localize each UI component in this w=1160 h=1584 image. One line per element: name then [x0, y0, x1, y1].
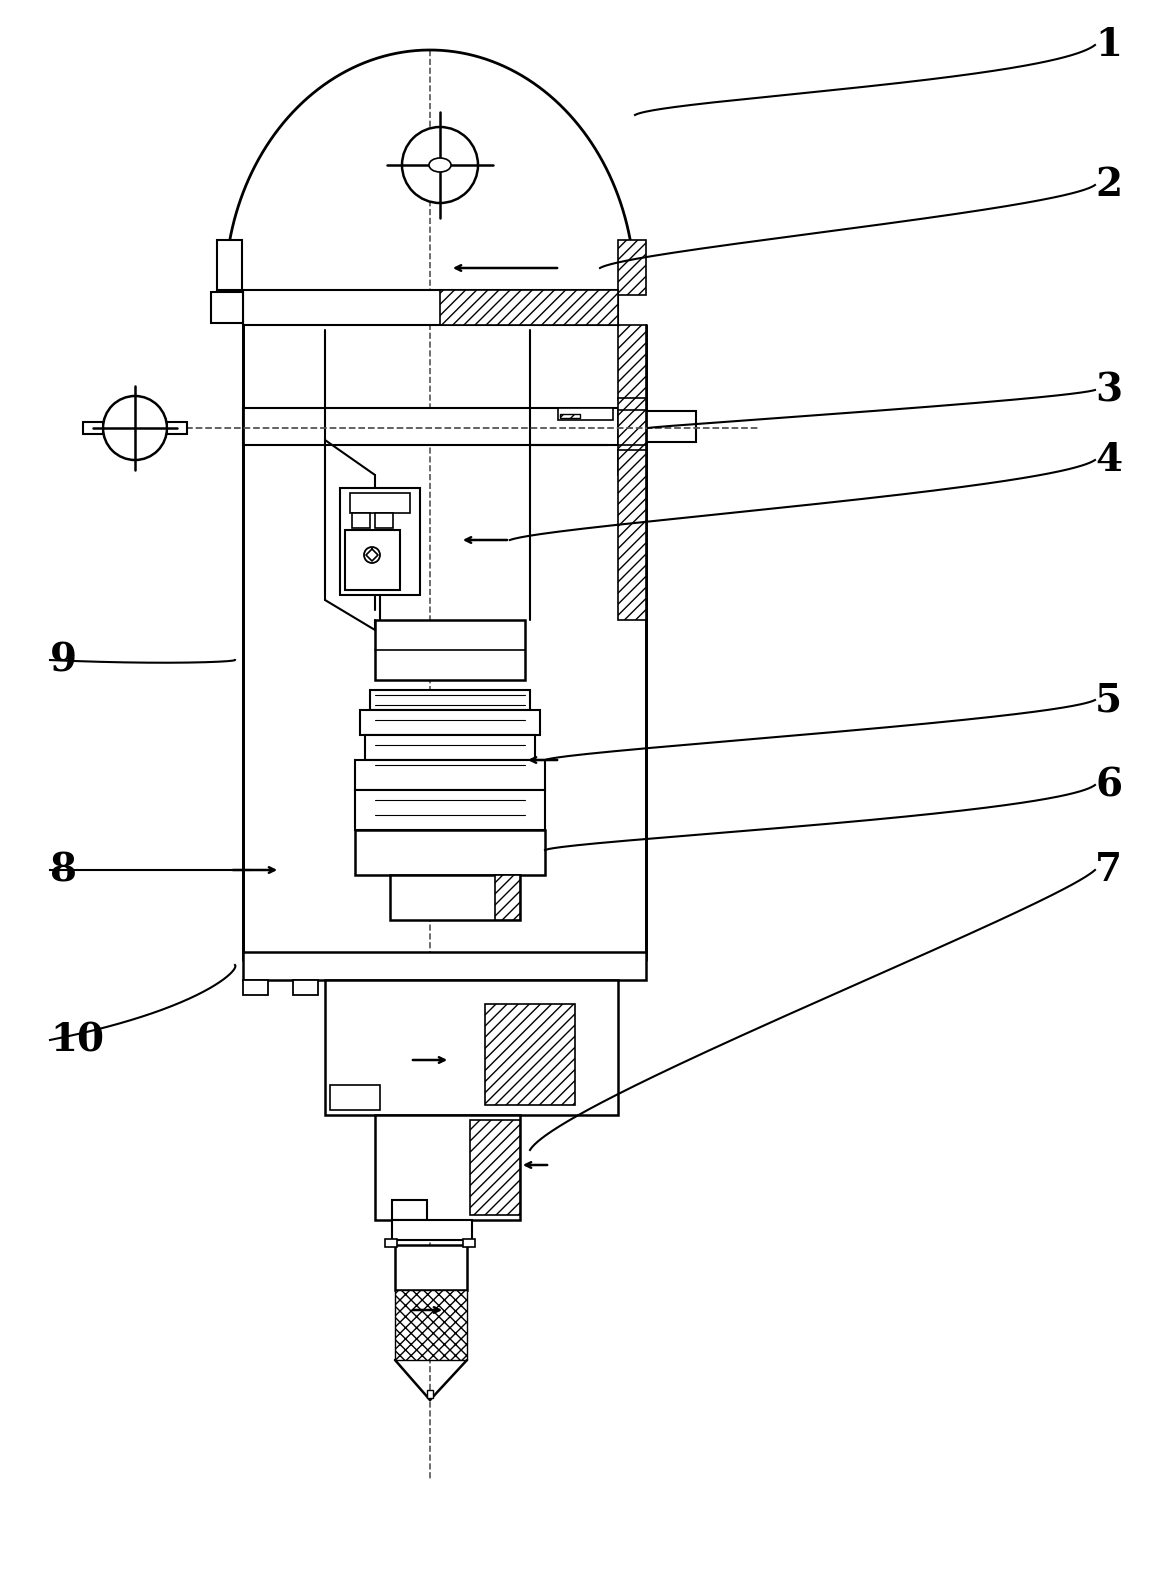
- Bar: [440, 290, 618, 325]
- Circle shape: [364, 546, 380, 562]
- Bar: [242, 980, 268, 995]
- Bar: [84, 421, 103, 434]
- Bar: [350, 493, 409, 513]
- Bar: [242, 952, 646, 980]
- Bar: [392, 1201, 427, 1220]
- Bar: [370, 691, 530, 710]
- Bar: [396, 1245, 467, 1289]
- Bar: [427, 1391, 433, 1399]
- Bar: [365, 735, 535, 760]
- Text: 6: 6: [1095, 767, 1122, 805]
- Bar: [211, 291, 242, 323]
- Bar: [392, 1220, 472, 1240]
- Bar: [167, 421, 187, 434]
- Bar: [385, 1239, 397, 1247]
- Bar: [325, 980, 618, 1115]
- Bar: [340, 488, 420, 596]
- Bar: [618, 450, 646, 619]
- Bar: [355, 830, 545, 874]
- Bar: [242, 409, 646, 445]
- Bar: [618, 398, 646, 475]
- Bar: [558, 409, 612, 420]
- Text: 1: 1: [1095, 25, 1122, 63]
- Bar: [345, 531, 400, 589]
- Text: 7: 7: [1095, 851, 1122, 889]
- Bar: [375, 513, 393, 527]
- Bar: [375, 619, 525, 680]
- Bar: [390, 874, 520, 920]
- Ellipse shape: [429, 158, 451, 173]
- Bar: [560, 413, 580, 418]
- Bar: [618, 325, 646, 401]
- Bar: [495, 874, 520, 920]
- Bar: [646, 410, 696, 442]
- Bar: [360, 710, 541, 735]
- Bar: [470, 1120, 520, 1215]
- Bar: [293, 980, 318, 995]
- Text: 10: 10: [50, 1022, 104, 1060]
- Bar: [485, 1004, 575, 1106]
- Text: 8: 8: [50, 851, 77, 889]
- Circle shape: [403, 127, 478, 203]
- Text: 2: 2: [1095, 166, 1122, 204]
- Bar: [355, 790, 545, 830]
- Text: 9: 9: [50, 642, 77, 680]
- Bar: [351, 513, 370, 527]
- Bar: [618, 241, 646, 295]
- Bar: [396, 1289, 467, 1361]
- Text: 5: 5: [1095, 681, 1122, 719]
- Bar: [242, 290, 618, 325]
- Bar: [375, 1115, 520, 1220]
- Circle shape: [103, 396, 167, 459]
- Bar: [355, 760, 545, 790]
- Bar: [618, 410, 646, 445]
- Text: 4: 4: [1095, 440, 1122, 478]
- Text: 3: 3: [1095, 371, 1122, 409]
- Bar: [463, 1239, 474, 1247]
- Bar: [217, 241, 242, 290]
- Bar: [329, 1085, 380, 1110]
